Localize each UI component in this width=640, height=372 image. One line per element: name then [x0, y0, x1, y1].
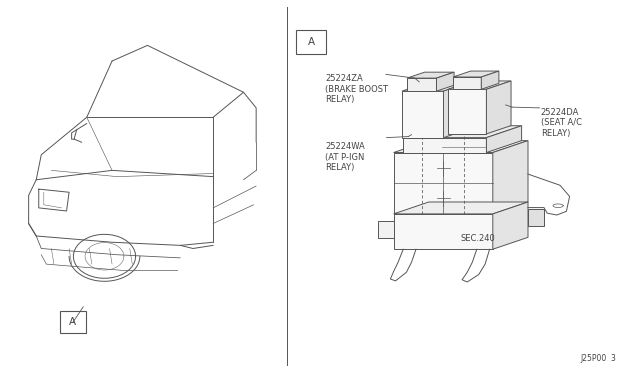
Polygon shape — [394, 141, 528, 153]
Polygon shape — [486, 126, 522, 153]
Polygon shape — [378, 221, 394, 238]
Text: A: A — [307, 37, 315, 47]
Polygon shape — [453, 71, 499, 77]
Text: RELAY): RELAY) — [541, 129, 570, 138]
Polygon shape — [481, 71, 499, 89]
Text: RELAY): RELAY) — [325, 163, 355, 172]
Polygon shape — [394, 202, 528, 214]
Bar — [60, 311, 86, 333]
Bar — [296, 30, 326, 54]
Polygon shape — [402, 91, 444, 138]
Polygon shape — [444, 83, 468, 138]
Polygon shape — [486, 81, 511, 134]
Polygon shape — [493, 141, 528, 214]
Text: (BRAKE BOOST: (BRAKE BOOST — [325, 85, 388, 94]
Text: A: A — [69, 317, 77, 327]
Polygon shape — [407, 72, 454, 78]
Polygon shape — [453, 77, 481, 89]
Polygon shape — [403, 138, 486, 153]
Text: 25224WA: 25224WA — [325, 142, 365, 151]
Polygon shape — [448, 89, 486, 134]
Text: SEC.240: SEC.240 — [461, 234, 495, 243]
Polygon shape — [402, 83, 468, 91]
Polygon shape — [436, 72, 454, 91]
Text: RELAY): RELAY) — [325, 95, 355, 104]
Text: J25P00  3: J25P00 3 — [580, 354, 616, 363]
Text: (SEAT A/C: (SEAT A/C — [541, 118, 582, 127]
Polygon shape — [528, 209, 544, 226]
Polygon shape — [448, 81, 511, 89]
Polygon shape — [394, 153, 493, 214]
Polygon shape — [493, 202, 528, 249]
Polygon shape — [407, 78, 436, 91]
Text: (AT P-IGN: (AT P-IGN — [325, 153, 365, 161]
Text: 25224ZA: 25224ZA — [325, 74, 363, 83]
Text: 25224DA: 25224DA — [541, 108, 579, 117]
Polygon shape — [394, 214, 493, 249]
Polygon shape — [403, 126, 522, 138]
